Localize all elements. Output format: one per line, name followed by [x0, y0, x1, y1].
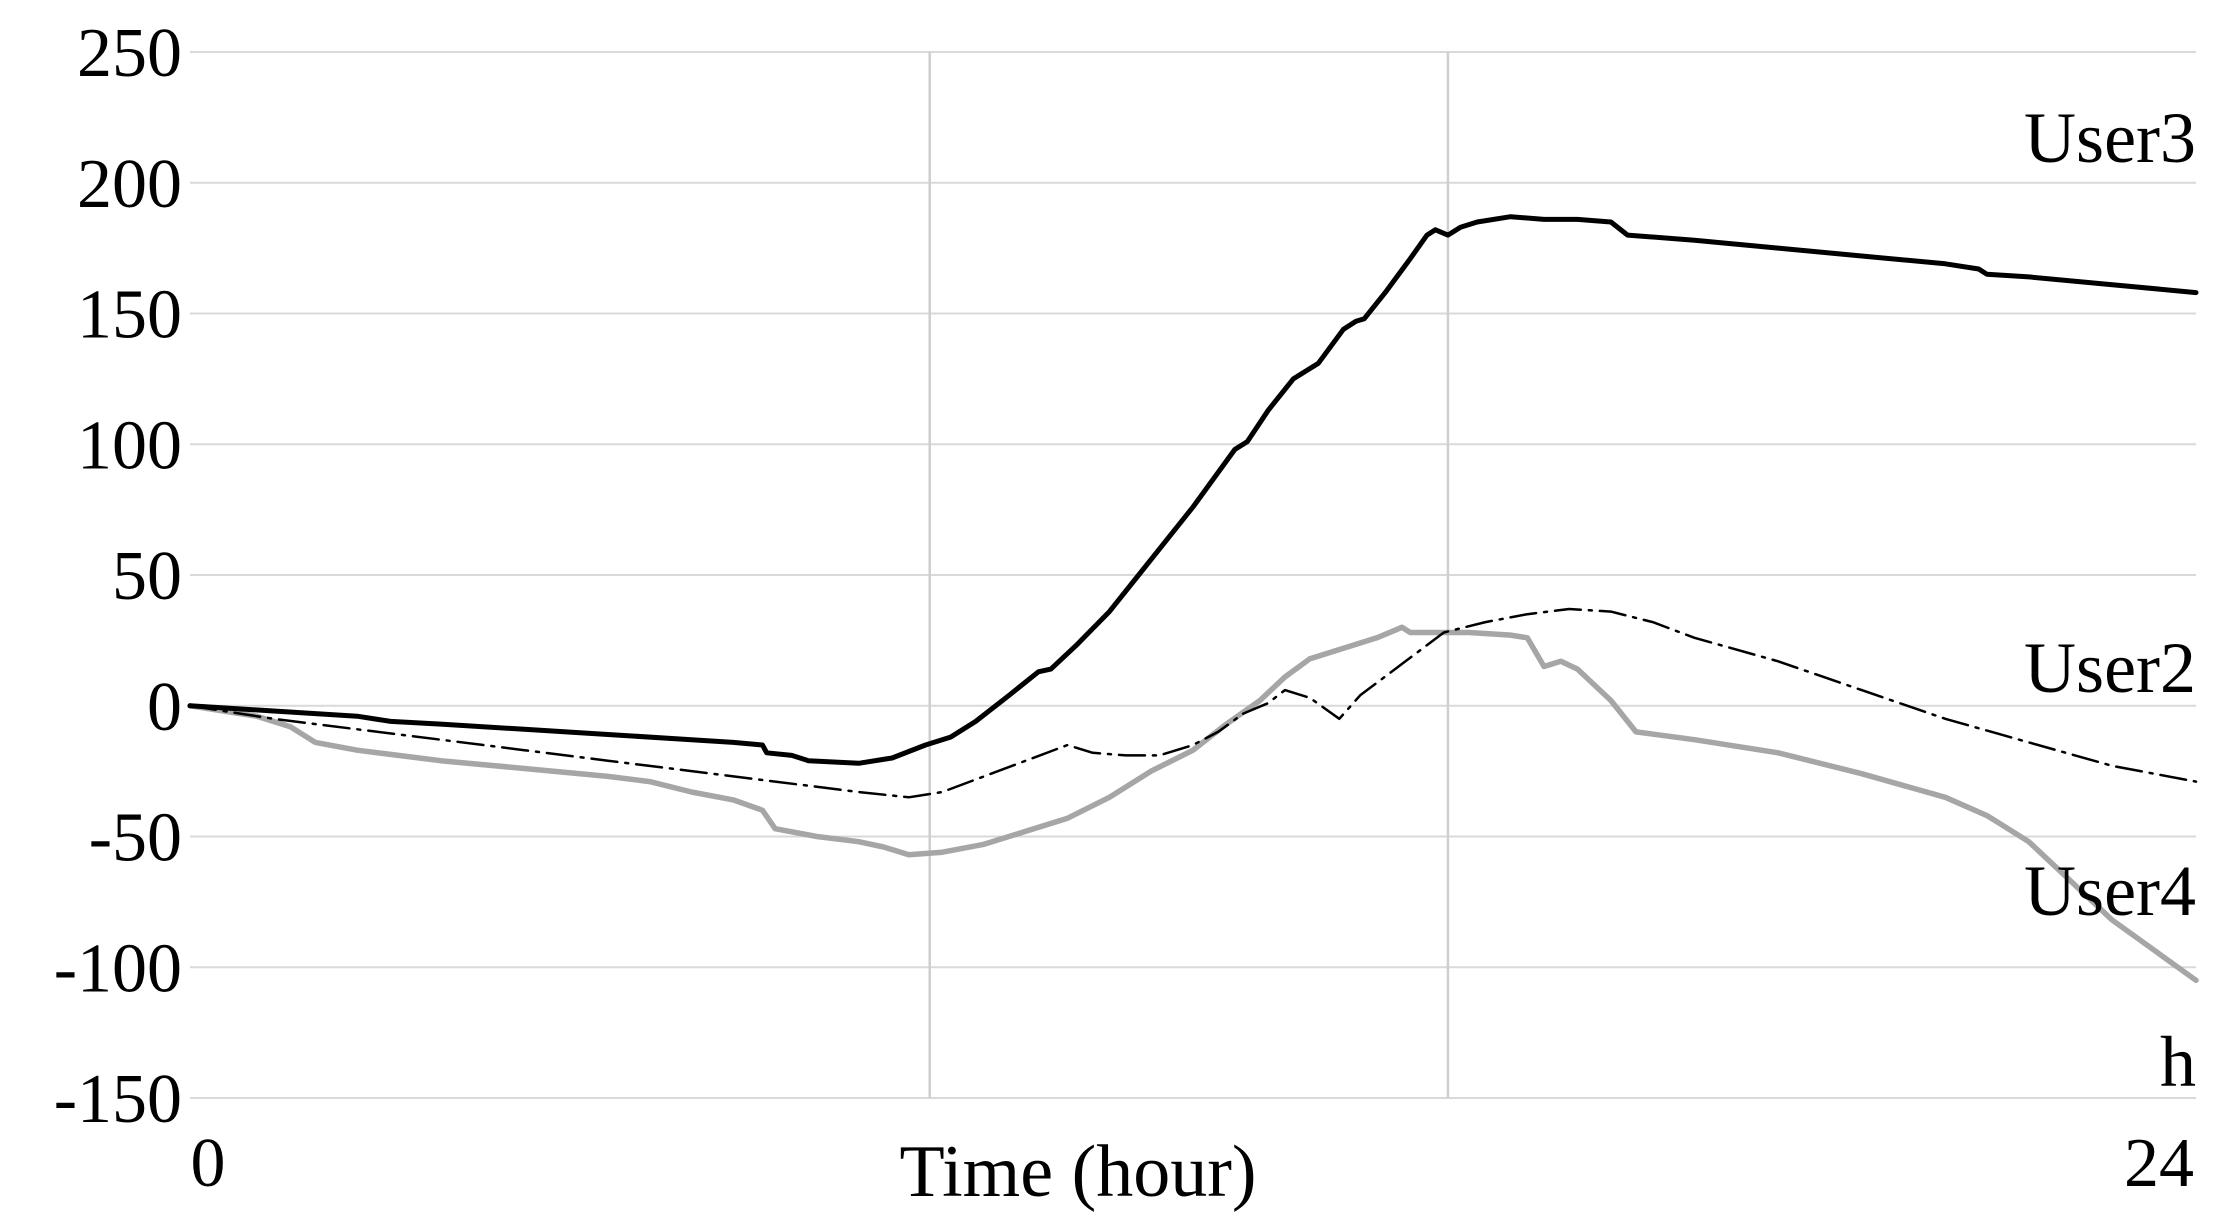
y-tick-label: 250 [77, 15, 182, 92]
y-tick-label: 100 [77, 407, 182, 484]
y-tick-label: 200 [77, 146, 182, 223]
series-line-user4 [187, 624, 2199, 984]
series-label-user3: User3 [2024, 98, 2196, 178]
series-label-user2: User2 [2024, 628, 2196, 708]
x-tick-label: 0 [191, 1125, 226, 1202]
y-tick-label: 150 [77, 277, 182, 354]
y-axis-tick-labels: 250 200 150 100 50 0 -50 -100 -150 [54, 15, 182, 1138]
y-tick-label: -50 [89, 800, 182, 877]
y-tick-label: 50 [112, 538, 182, 615]
y-tick-label: 0 [147, 669, 182, 746]
x-unit-label: h [2160, 1022, 2196, 1102]
x-axis-tick-labels: 0 24 [191, 1125, 2195, 1202]
series-label-user4: User4 [2024, 851, 2196, 931]
x-axis-label: Time (hour) [900, 1131, 1257, 1213]
series-lines [187, 214, 2199, 984]
series-line-user3 [187, 214, 2199, 766]
series-line-user2 [188, 607, 2198, 799]
y-tick-label: -100 [54, 930, 182, 1007]
x-tick-label: 24 [2124, 1125, 2194, 1202]
y-tick-label: -150 [54, 1061, 182, 1138]
grid [190, 51, 2196, 1099]
